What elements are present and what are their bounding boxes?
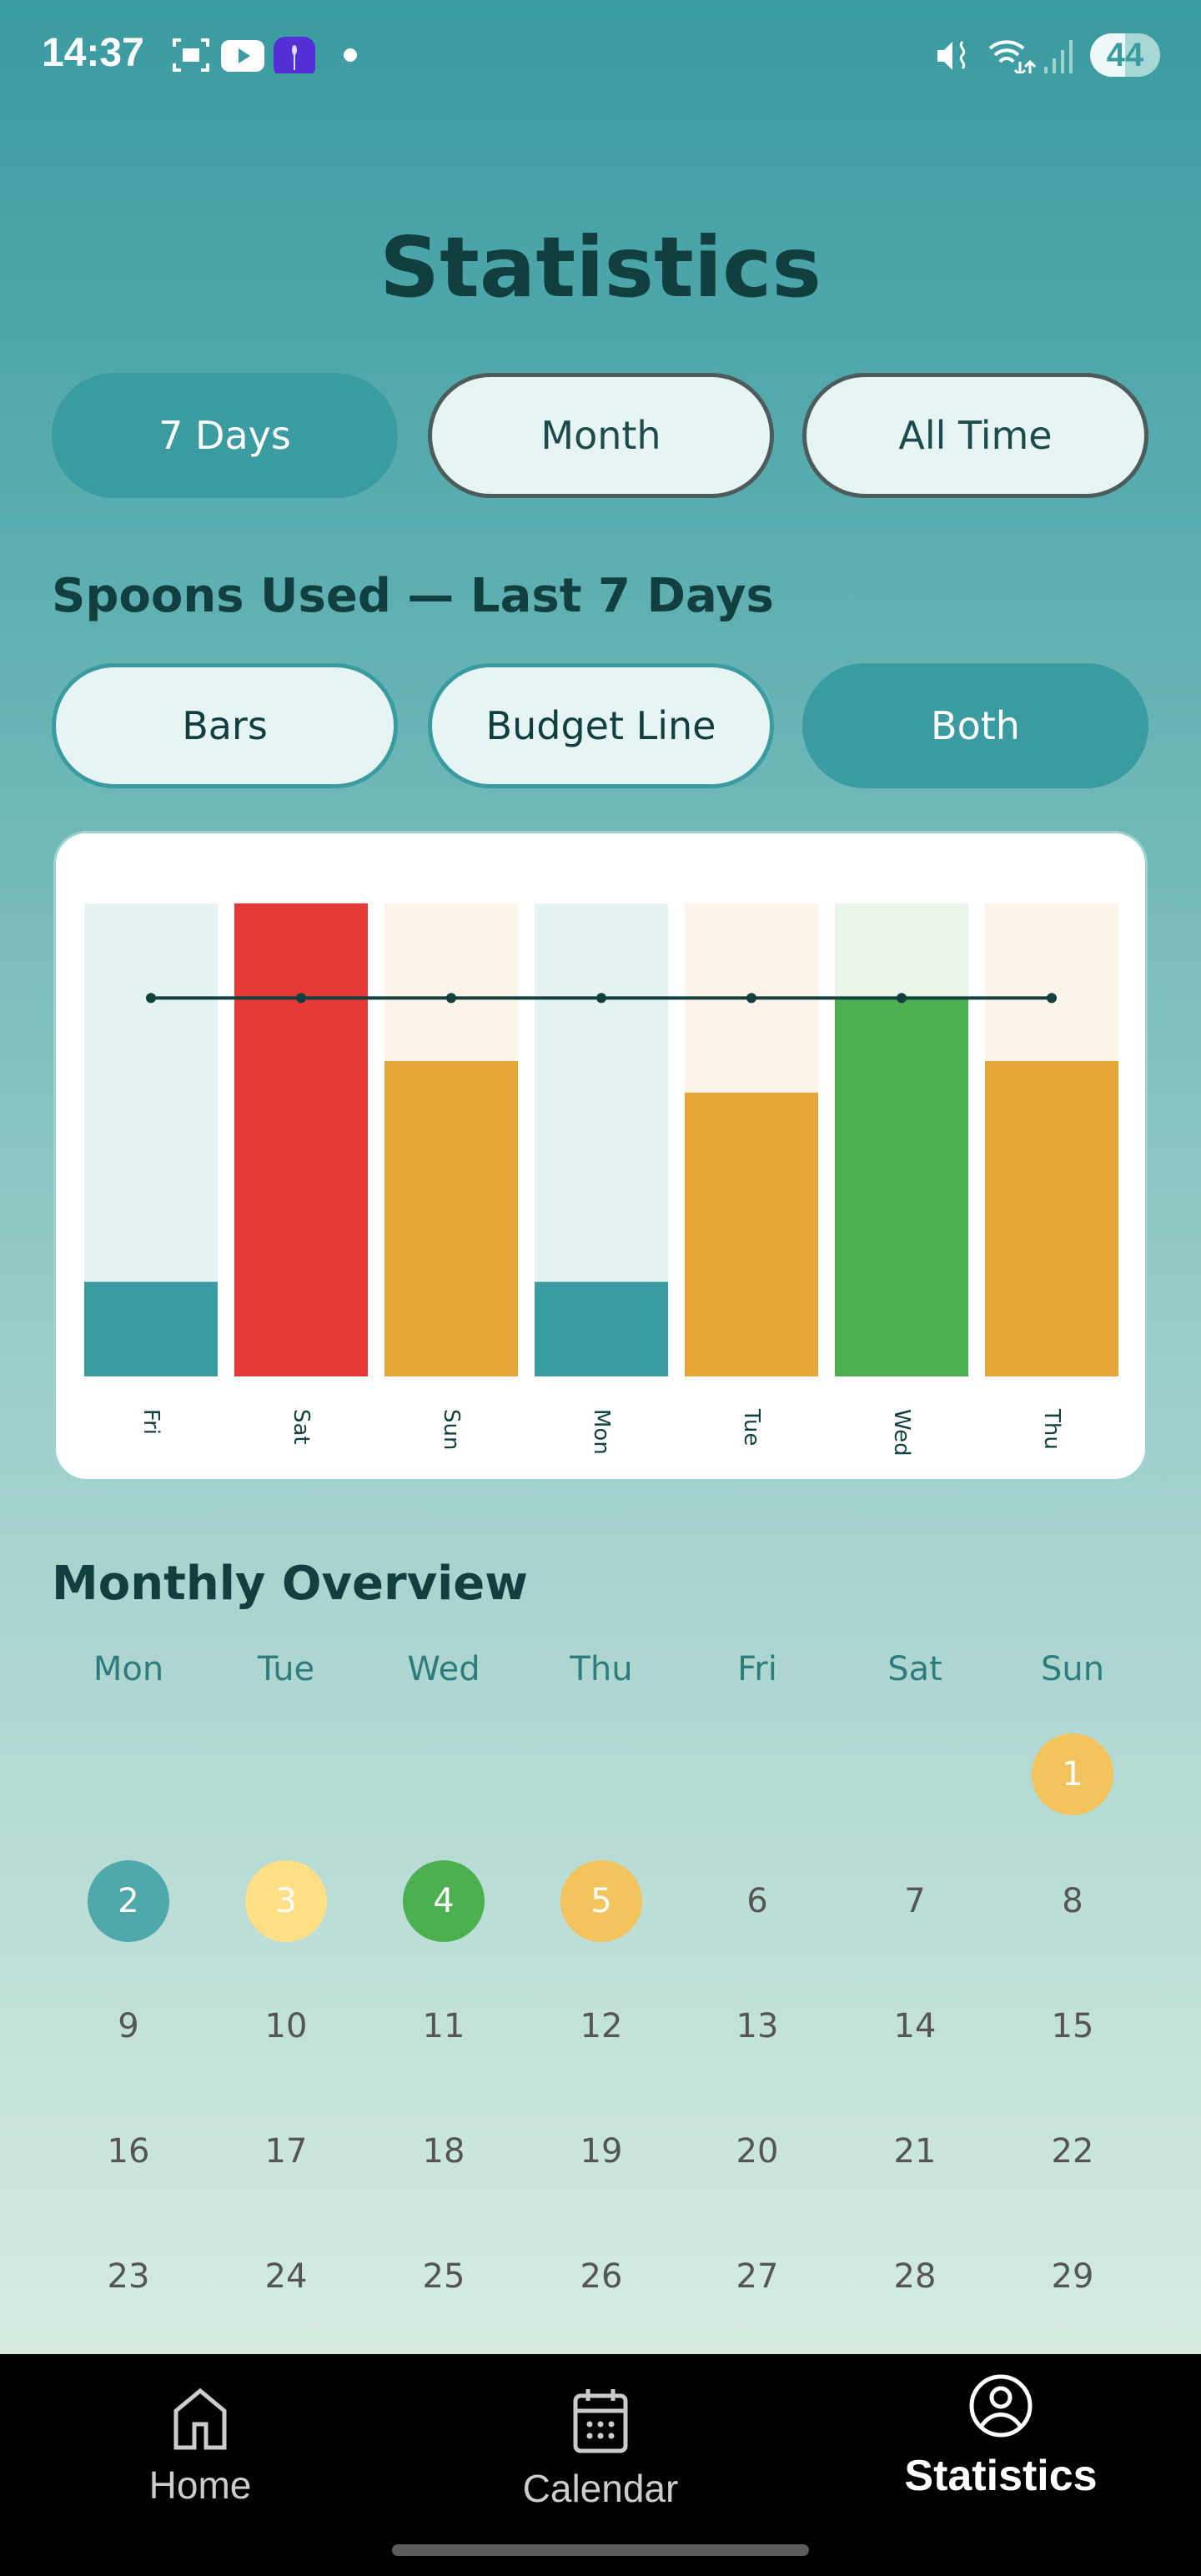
bar-wed [835,998,968,1376]
calendar-icon [573,2389,628,2453]
calendar-day[interactable]: 12 [580,2007,623,2045]
budget-point [596,993,606,1004]
budget-point [296,993,306,1004]
budget-point [897,993,907,1004]
mode-bars-button[interactable]: Bars [52,663,398,788]
weekday-header: Fri [737,1650,777,1688]
calendar-day[interactable]: 27 [736,2257,779,2296]
x-tick-label: Thu [1039,1408,1064,1450]
calendar-day[interactable]: 20 [736,2132,779,2171]
status-time: 14:37 [42,31,144,75]
signal-icon [1044,40,1073,73]
mute-icon [937,40,966,70]
budget-point [146,993,156,1004]
calendar-day[interactable]: 17 [264,2132,308,2171]
account-circle-icon [969,2374,1033,2438]
weekday-header: Sat [887,1650,942,1688]
calendar-day[interactable]: 13 [736,2007,779,2045]
budget-point [446,993,456,1004]
calendar-day[interactable]: 7 [904,1882,926,1920]
calendar-day[interactable]: 18 [422,2132,465,2171]
calendar-day[interactable]: 3 [245,1860,327,1942]
x-tick-label: Sun [439,1409,464,1450]
chart-section-title: Spoons Used — Last 7 Days [52,569,774,623]
weekday-header: Sun [1040,1650,1105,1688]
calendar-day[interactable]: 26 [580,2257,623,2296]
calendar-day[interactable]: 29 [1051,2257,1094,2296]
spoons-bar-chart: Fri Sat Sun Mon Tue Wed Thu [84,903,1118,1457]
bottom-nav: Home Calendar Statistics [0,2354,1201,2576]
nav-calendar[interactable]: Calendar [475,2387,726,2511]
x-tick-label: Wed [889,1409,914,1457]
status-bar: 14:37 44 [0,0,1201,108]
calendar-day[interactable]: 21 [893,2132,937,2171]
calendar-day[interactable]: 24 [264,2257,308,2296]
calendar-day[interactable]: 23 [107,2257,150,2296]
calendar-day[interactable]: 19 [580,2132,623,2171]
youtube-icon [221,40,264,72]
nav-home-label: Home [148,2463,252,2507]
calendar-day[interactable]: 4 [403,1860,485,1942]
tab-all-time[interactable]: All Time [802,373,1148,498]
page-title: Statistics [379,219,822,316]
weekday-header: Mon [93,1650,164,1688]
calendar-day[interactable]: 9 [118,2007,139,2045]
calendar-day[interactable]: 10 [264,2007,308,2045]
monthly-overview-title: Monthly Overview [52,1557,529,1611]
x-tick-label: Fri [138,1409,163,1435]
weekday-header: Tue [257,1650,315,1688]
bar-mon [535,1281,668,1376]
screenshot-icon [173,38,209,72]
calendar-day[interactable]: 11 [422,2007,465,2045]
calendar-day[interactable]: 22 [1051,2132,1094,2171]
nav-statistics[interactable]: Statistics [876,2372,1126,2501]
calendar-day[interactable]: 14 [893,2007,937,2045]
battery-indicator: 44 [1090,33,1160,77]
bar-fri [84,1281,218,1376]
chart-card: Fri Sat Sun Mon Tue Wed Thu [53,831,1148,1482]
weekday-header: Thu [570,1650,633,1688]
home-icon [173,2387,227,2450]
tab-7-days[interactable]: 7 Days [52,373,398,498]
mode-both-button[interactable]: Both [802,663,1148,788]
calendar-day[interactable]: 16 [107,2132,150,2171]
calendar-day[interactable]: 2 [88,1860,169,1942]
calendar-day[interactable]: 8 [1062,1882,1083,1920]
x-tick-label: Mon [589,1409,614,1455]
home-indicator[interactable] [392,2544,809,2556]
bar-thu [985,1061,1118,1376]
calendar-day[interactable]: 15 [1051,2007,1094,2045]
bar-tue [685,1092,818,1376]
bar-sat [234,903,368,1376]
mode-budget-line-button[interactable]: Budget Line [428,663,774,788]
nav-home[interactable]: Home [75,2387,325,2508]
calendar-day[interactable]: 28 [893,2257,937,2296]
nav-calendar-label: Calendar [522,2467,679,2510]
calendar-day[interactable]: 5 [560,1860,642,1942]
bar-sun [384,1061,518,1376]
nav-statistics-label: Statistics [904,2452,1098,2500]
calendar-day[interactable]: 6 [746,1882,768,1920]
wifi-icon [988,40,1037,73]
x-tick-label: Sat [289,1409,314,1445]
spoon-app-icon [274,37,315,73]
x-tick-label: Tue [739,1408,764,1446]
dot-icon [344,48,357,62]
tab-month[interactable]: Month [428,373,774,498]
calendar-day[interactable]: 25 [422,2257,465,2296]
calendar-day[interactable]: 1 [1032,1733,1113,1815]
budget-point [746,993,756,1004]
weekday-header: Wed [407,1650,480,1688]
budget-point [1047,993,1057,1004]
